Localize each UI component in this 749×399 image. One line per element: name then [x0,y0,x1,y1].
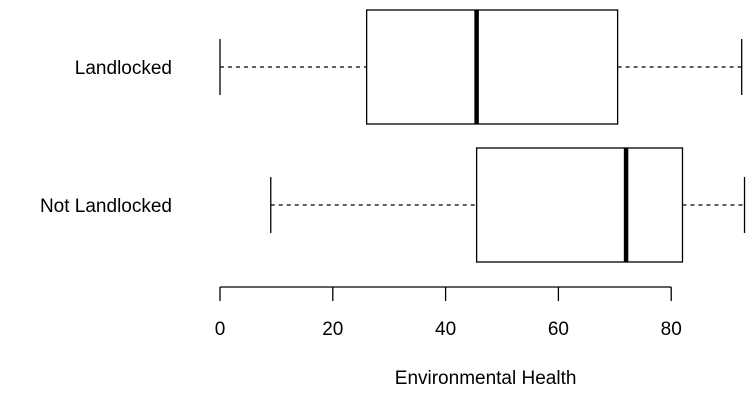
x-tick-label: 20 [322,319,343,340]
category-labels: Landlocked Not Landlocked [40,58,172,217]
x-tick-label: 0 [215,319,226,340]
category-label: Landlocked [75,58,172,79]
x-tick-label: 40 [435,319,456,340]
category-label: Not Landlocked [40,196,172,217]
iqr-box [365,9,619,125]
iqr-box [475,147,684,263]
x-axis: 0 20 40 60 80 [215,286,682,340]
x-axis-ticks: 0 20 40 60 80 [215,287,682,340]
x-tick-label: 80 [661,319,682,340]
box-group-1 [219,9,743,125]
x-axis-title: Environmental Health [395,368,577,389]
plot-area [219,9,746,263]
box-group-2 [270,147,746,263]
x-tick-label: 60 [548,319,569,340]
